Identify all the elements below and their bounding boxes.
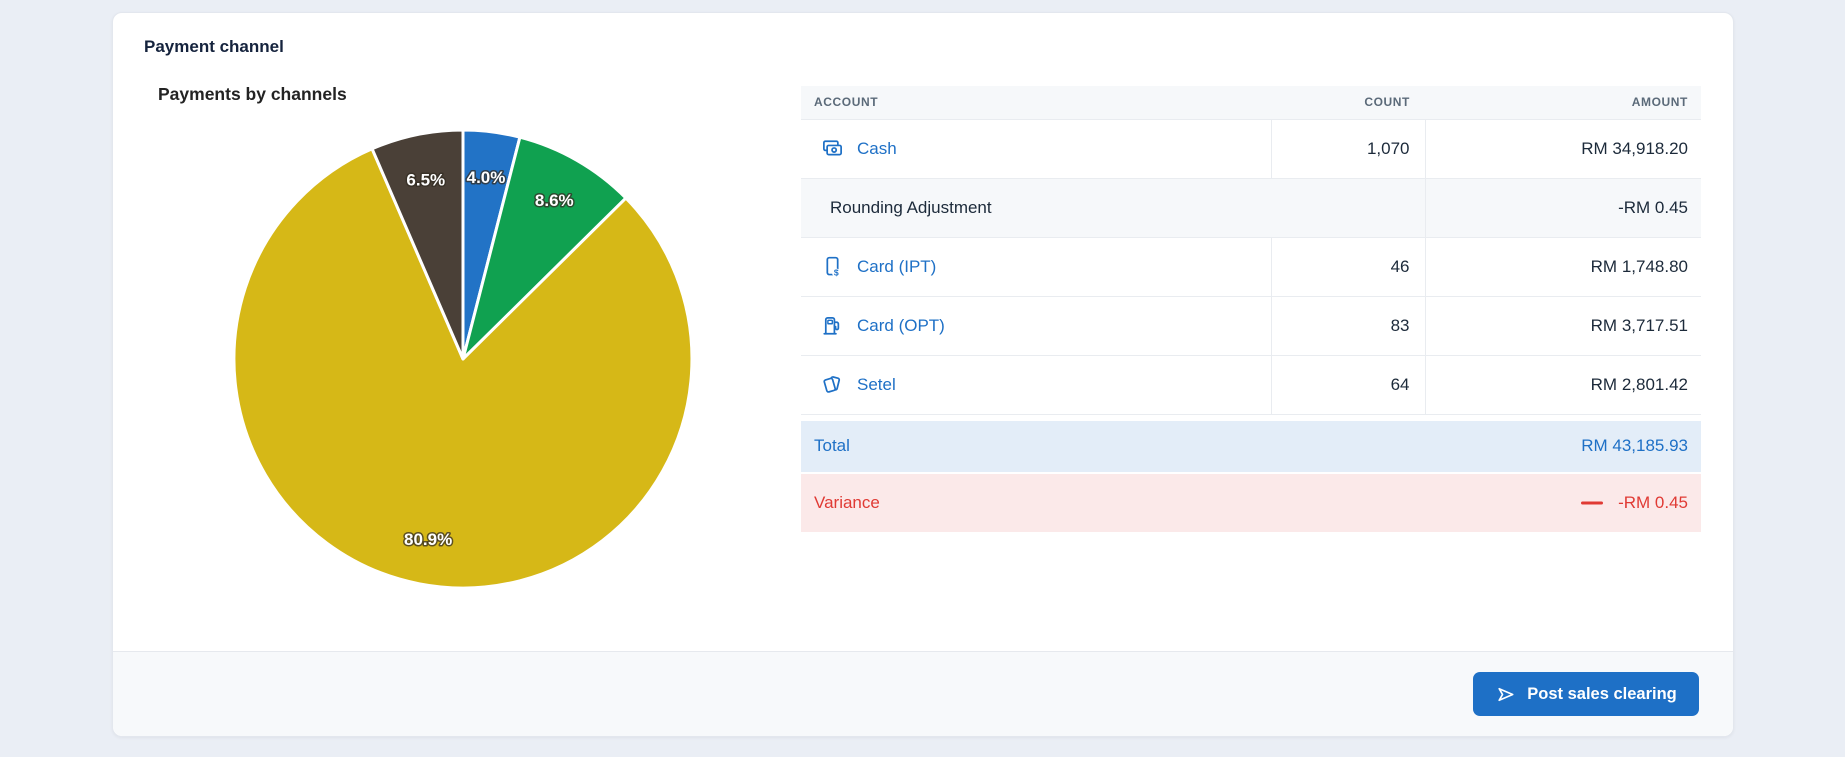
- variance-label: Variance: [814, 492, 880, 512]
- column-header-count: COUNT: [1271, 86, 1425, 120]
- account-link[interactable]: Cash: [857, 138, 897, 158]
- account-label: Rounding Adjustment: [830, 197, 992, 217]
- column-header-amount: AMOUNT: [1425, 86, 1701, 120]
- cards-icon: [821, 373, 844, 396]
- mobile-payment-icon: [821, 255, 844, 278]
- table-row: Rounding Adjustment -RM 0.45: [801, 178, 1701, 238]
- minus-icon: [1581, 501, 1604, 504]
- count-value: 83: [1270, 296, 1425, 356]
- total-label: Total: [814, 436, 850, 455]
- pie-slice-label: 80.9%: [404, 530, 452, 549]
- count-value: 64: [1270, 355, 1425, 415]
- cash-icon: [821, 137, 844, 160]
- chart-title: Payments by channels: [158, 84, 347, 104]
- page-title: Payment channel: [144, 37, 284, 56]
- payments-table: ACCOUNT COUNT AMOUNT Cash 1,070 RM 34,91…: [801, 86, 1701, 415]
- payments-pie-chart: 4.0% 8.6% 80.9% 6.5%: [232, 128, 694, 590]
- variance-amount: -RM 0.45: [1618, 492, 1688, 512]
- account-link[interactable]: Card (IPT): [857, 256, 937, 276]
- pie-slice: [370, 128, 465, 361]
- table-row: Card (OPT) 83 RM 3,717.51: [801, 296, 1701, 356]
- total-row: Total RM 43,185.93: [801, 420, 1701, 472]
- pie-slice-label: 8.6%: [535, 191, 574, 210]
- variance-row: Variance -RM 0.45: [801, 473, 1701, 532]
- pie-slice: [461, 135, 628, 361]
- pie-slice-label: 4.0%: [467, 168, 506, 187]
- total-amount: RM 43,185.93: [1581, 436, 1688, 455]
- card-footer: Post sales clearing: [113, 651, 1733, 736]
- pie-slice-label: 6.5%: [406, 171, 445, 190]
- count-value: [1271, 178, 1425, 238]
- account-link[interactable]: Setel: [857, 374, 896, 394]
- fuel-pump-icon: [821, 314, 844, 337]
- amount-value: -RM 0.45: [1424, 178, 1701, 238]
- table-header-row: ACCOUNT COUNT AMOUNT: [801, 86, 1701, 120]
- post-sales-clearing-button[interactable]: Post sales clearing: [1473, 672, 1699, 717]
- payment-channel-body: Payment channel Payments by channels 4.0…: [113, 13, 1733, 651]
- payment-channel-card: Payment channel Payments by channels 4.0…: [112, 12, 1734, 737]
- send-icon: [1495, 684, 1516, 705]
- post-sales-clearing-label: Post sales clearing: [1527, 684, 1677, 703]
- payments-table-body: Cash 1,070 RM 34,918.20 Rounding Adjustm…: [801, 119, 1701, 415]
- table-row: Setel 64 RM 2,801.42: [801, 355, 1701, 415]
- count-value: 46: [1270, 237, 1425, 297]
- amount-value: RM 3,717.51: [1424, 296, 1701, 356]
- amount-value: RM 2,801.42: [1424, 355, 1701, 415]
- table-row: Cash 1,070 RM 34,918.20: [801, 119, 1701, 179]
- payments-table-panel: ACCOUNT COUNT AMOUNT Cash 1,070 RM 34,91…: [801, 86, 1701, 532]
- account-link[interactable]: Card (OPT): [857, 315, 945, 335]
- amount-value: RM 1,748.80: [1424, 237, 1701, 297]
- pie-slice: [232, 147, 694, 590]
- column-header-account: ACCOUNT: [801, 86, 1271, 120]
- amount-value: RM 34,918.20: [1424, 119, 1701, 179]
- table-row: Card (IPT) 46 RM 1,748.80: [801, 237, 1701, 297]
- count-value: 1,070: [1270, 119, 1425, 179]
